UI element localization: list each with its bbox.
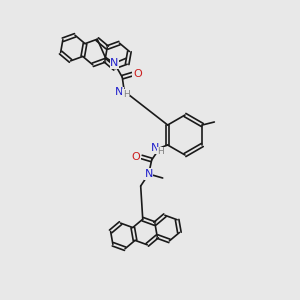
Text: O: O (133, 69, 142, 79)
Text: N: N (151, 143, 159, 153)
Text: H: H (123, 90, 130, 99)
Text: N: N (145, 169, 153, 179)
Text: H: H (157, 148, 164, 157)
Text: O: O (131, 152, 140, 162)
Text: N: N (115, 87, 123, 97)
Text: N: N (110, 58, 118, 68)
